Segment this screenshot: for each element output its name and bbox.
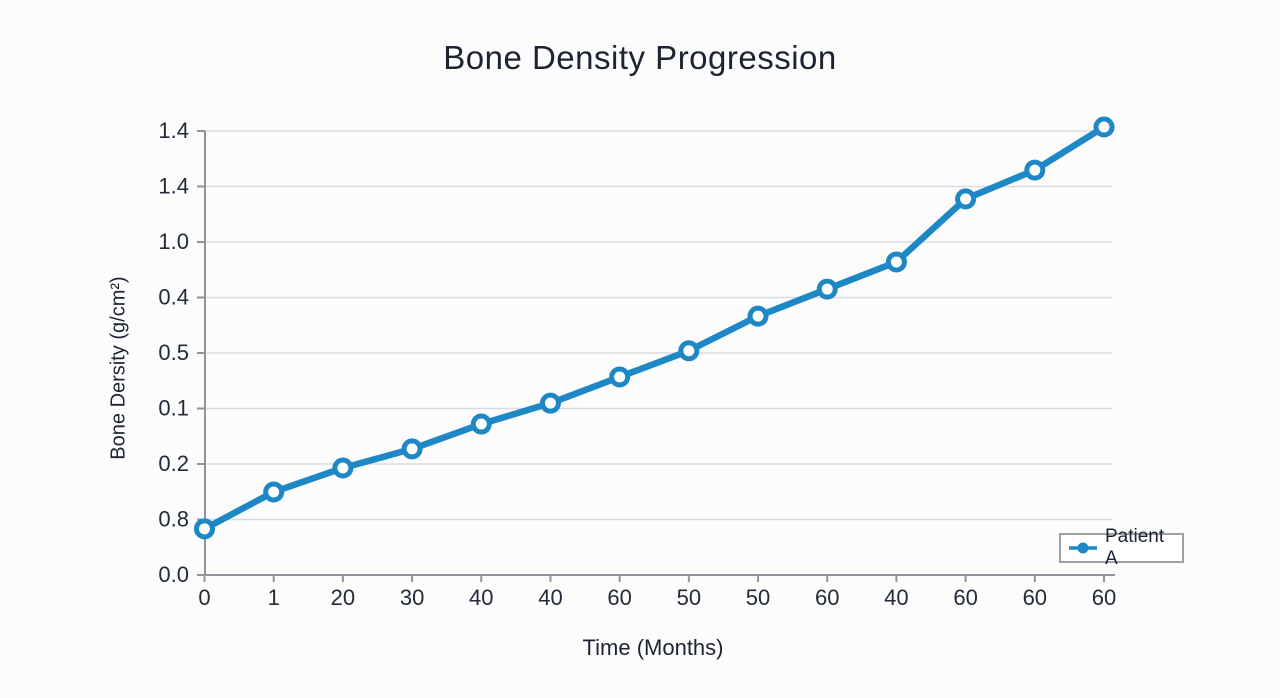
y-tick-label: 0.0 [158, 562, 189, 587]
x-tick-label: 60 [815, 585, 839, 610]
x-tick-label: 40 [469, 585, 493, 610]
x-tick-label: 30 [400, 585, 424, 610]
x-tick-label: 60 [1023, 585, 1047, 610]
y-tick-label: 1.0 [158, 229, 189, 254]
data-point-marker [1093, 116, 1115, 138]
y-tick-label: 0.2 [158, 451, 189, 476]
y-tick-label: 0.5 [158, 340, 189, 365]
data-point-marker [609, 366, 631, 388]
data-point-marker [885, 251, 907, 273]
data-point-marker [401, 438, 423, 460]
data-point-marker [332, 457, 354, 479]
data-point-marker [263, 481, 285, 503]
data-point-marker [955, 188, 977, 210]
legend-label: Patient A [1105, 526, 1165, 569]
legend-marker-dot [1077, 542, 1089, 554]
data-point-marker [470, 413, 492, 435]
y-tick-label: 1.4 [158, 118, 189, 143]
legend: Patient A [1059, 526, 1184, 569]
x-tick-label: 60 [953, 585, 977, 610]
legend-line-circle-icon [1069, 542, 1097, 554]
x-axis-title: Time (Months) [582, 635, 724, 660]
x-tick-label: 60 [1092, 585, 1116, 610]
data-point-marker [747, 305, 769, 327]
data-point-marker [1024, 159, 1046, 181]
data-point-marker [816, 278, 838, 300]
chart-title: Bone Density Progression [443, 39, 837, 76]
data-point-marker [678, 340, 700, 362]
y-tick-label: 0.1 [158, 396, 189, 421]
x-tick-label: 0 [198, 585, 210, 610]
x-tick-label: 50 [677, 585, 701, 610]
x-tick-label: 40 [538, 585, 562, 610]
x-tick-label: 1 [268, 585, 280, 610]
series-line-patient-a [201, 123, 1108, 533]
x-tick-label: 50 [746, 585, 770, 610]
y-tick-label: 1.4 [158, 174, 189, 199]
data-point-marker [539, 392, 561, 414]
y-tick-label: 0.4 [158, 285, 189, 310]
x-tick-label: 40 [884, 585, 908, 610]
data-point-marker [194, 518, 215, 540]
y-tick-label: 0.8 [158, 507, 189, 532]
x-tick-label: 20 [331, 585, 355, 610]
x-tick-label: 60 [607, 585, 631, 610]
